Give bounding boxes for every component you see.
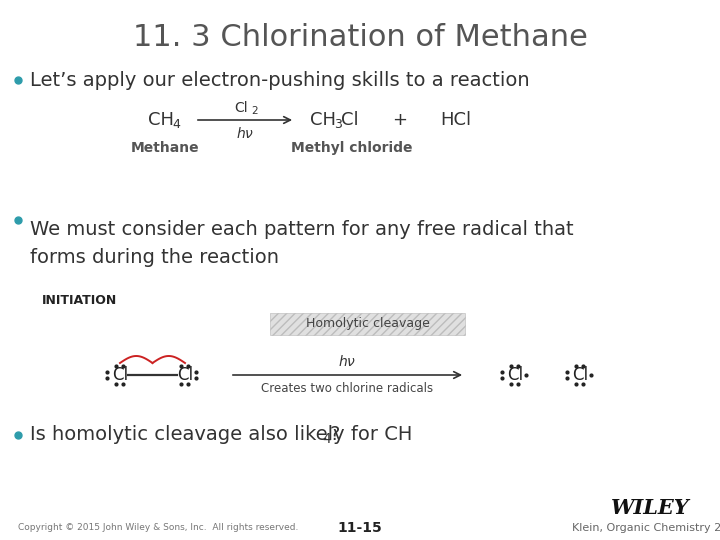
Text: ?: ? xyxy=(330,426,341,444)
Text: $h\nu$: $h\nu$ xyxy=(236,125,254,140)
Text: Methyl chloride: Methyl chloride xyxy=(292,141,413,155)
Text: Cl: Cl xyxy=(341,111,359,129)
Text: 11. 3 Chlorination of Methane: 11. 3 Chlorination of Methane xyxy=(132,24,588,52)
Text: HCl: HCl xyxy=(440,111,471,129)
Text: Cl: Cl xyxy=(234,101,248,115)
Text: Is homolytic cleavage also likely for CH: Is homolytic cleavage also likely for CH xyxy=(30,426,413,444)
Text: Let’s apply our electron-pushing skills to a reaction: Let’s apply our electron-pushing skills … xyxy=(30,71,530,90)
Text: 11-15: 11-15 xyxy=(338,521,382,535)
Text: Cl: Cl xyxy=(572,366,588,384)
Polygon shape xyxy=(270,313,465,335)
Text: 2: 2 xyxy=(251,106,258,116)
Text: 4: 4 xyxy=(322,432,330,446)
Text: Homolytic cleavage: Homolytic cleavage xyxy=(305,318,429,330)
Text: Creates two chlorine radicals: Creates two chlorine radicals xyxy=(261,381,433,395)
Text: Cl: Cl xyxy=(112,366,128,384)
Text: Klein, Organic Chemistry 2e: Klein, Organic Chemistry 2e xyxy=(572,523,720,533)
Text: $h\nu$: $h\nu$ xyxy=(338,354,356,368)
Text: +: + xyxy=(392,111,408,129)
Text: Cl: Cl xyxy=(177,366,193,384)
Text: 3: 3 xyxy=(334,118,342,131)
Text: We must consider each pattern for any free radical that
forms during the reactio: We must consider each pattern for any fr… xyxy=(30,220,574,267)
Text: INITIATION: INITIATION xyxy=(42,294,117,307)
Text: CH: CH xyxy=(310,111,336,129)
Text: Methane: Methane xyxy=(131,141,199,155)
Text: CH: CH xyxy=(148,111,174,129)
Text: WILEY: WILEY xyxy=(611,498,689,518)
Text: 4: 4 xyxy=(172,118,180,131)
Text: Copyright © 2015 John Wiley & Sons, Inc.  All rights reserved.: Copyright © 2015 John Wiley & Sons, Inc.… xyxy=(18,523,298,532)
Text: Cl: Cl xyxy=(507,366,523,384)
